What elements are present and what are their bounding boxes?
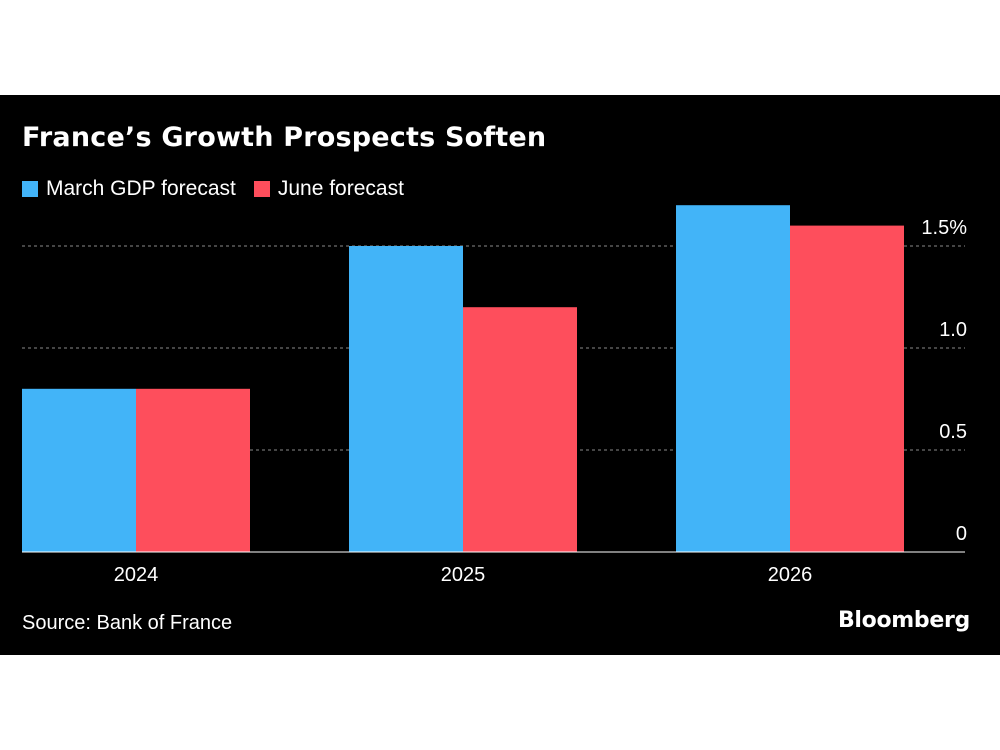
bar-march-2024	[22, 388, 136, 552]
y-tick-label: 1.0	[939, 319, 967, 341]
source-note: Source: Bank of France	[22, 612, 233, 634]
legend-swatch-march	[22, 181, 38, 197]
y-tick-label: 0	[956, 523, 967, 545]
bloomberg-logo: Bloomberg	[837, 608, 970, 633]
x-tick-label: 2026	[768, 564, 813, 586]
bar-march-2025	[349, 246, 463, 552]
bar-june-2026	[790, 225, 904, 552]
legend-swatch-june	[253, 181, 270, 197]
legend-item-june: June forecast	[253, 177, 404, 201]
chart-panel: France’s Growth Prospects Soften March G…	[0, 95, 1000, 655]
bar-chart: 0 0.5 1.0 1.5% 2024 2025 2026	[22, 205, 967, 586]
bar-march-2026	[676, 205, 790, 552]
y-tick-label: 0.5	[939, 421, 967, 443]
legend-label-june: June forecast	[277, 177, 404, 200]
legend-label-march: March GDP forecast	[46, 177, 236, 200]
legend: March GDP forecast June forecast	[22, 177, 422, 201]
x-tick-label: 2025	[441, 564, 486, 586]
bar-june-2025	[463, 307, 577, 552]
bar-june-2024	[136, 388, 250, 552]
legend-item-march: March GDP forecast	[22, 177, 236, 201]
y-tick-label: 1.5%	[921, 217, 967, 239]
x-tick-label: 2024	[114, 564, 159, 586]
chart-title: France’s Growth Prospects Soften	[22, 122, 547, 153]
